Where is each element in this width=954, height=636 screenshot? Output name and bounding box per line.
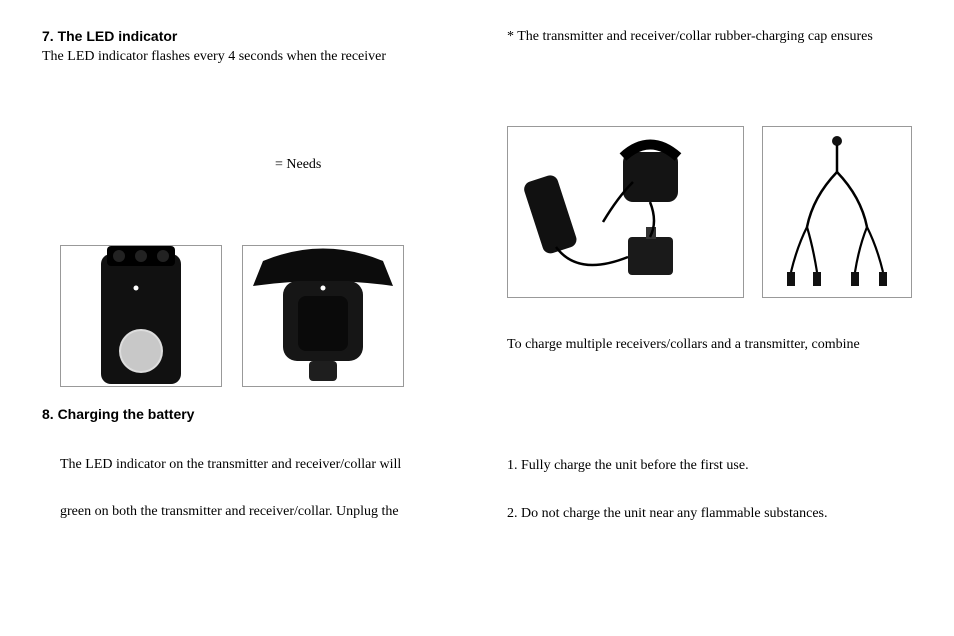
section-8: 8. Charging the battery The LED indicato… <box>42 406 447 521</box>
list-item-2: 2. Do not charge the unit near any flamm… <box>507 505 912 523</box>
right-bottom: To charge multiple receivers/collars and… <box>507 336 912 523</box>
right-mid-text: To charge multiple receivers/collars and… <box>507 336 912 354</box>
left-image-row <box>60 245 404 387</box>
paragraph-7: The LED indicator flashes every 4 second… <box>42 48 447 66</box>
paragraph-8b: green on both the transmitter and receiv… <box>60 503 447 521</box>
splitter-cable-icon <box>763 127 911 297</box>
page: 7. The LED indicator The LED indicator f… <box>0 0 954 636</box>
heading-7: 7. The LED indicator <box>42 28 447 46</box>
right-column: * The transmitter and receiver/collar ru… <box>477 0 954 636</box>
collar-photo <box>242 245 404 387</box>
right-top-text: * The transmitter and receiver/collar ru… <box>507 28 912 46</box>
collar-icon <box>243 246 403 386</box>
transmitter-icon <box>61 246 221 386</box>
heading-8: 8. Charging the battery <box>42 406 447 424</box>
right-image-row <box>507 126 912 298</box>
right-list: 1. Fully charge the unit before the firs… <box>507 457 912 522</box>
paragraph-8a: The LED indicator on the transmitter and… <box>60 456 447 474</box>
left-column: 7. The LED indicator The LED indicator f… <box>0 0 477 636</box>
charging-icon <box>508 127 743 297</box>
needs-label: = Needs <box>275 157 321 173</box>
charging-photo <box>507 126 744 298</box>
list-item-1: 1. Fully charge the unit before the firs… <box>507 457 912 475</box>
splitter-cable-photo <box>762 126 912 298</box>
transmitter-photo <box>60 245 222 387</box>
